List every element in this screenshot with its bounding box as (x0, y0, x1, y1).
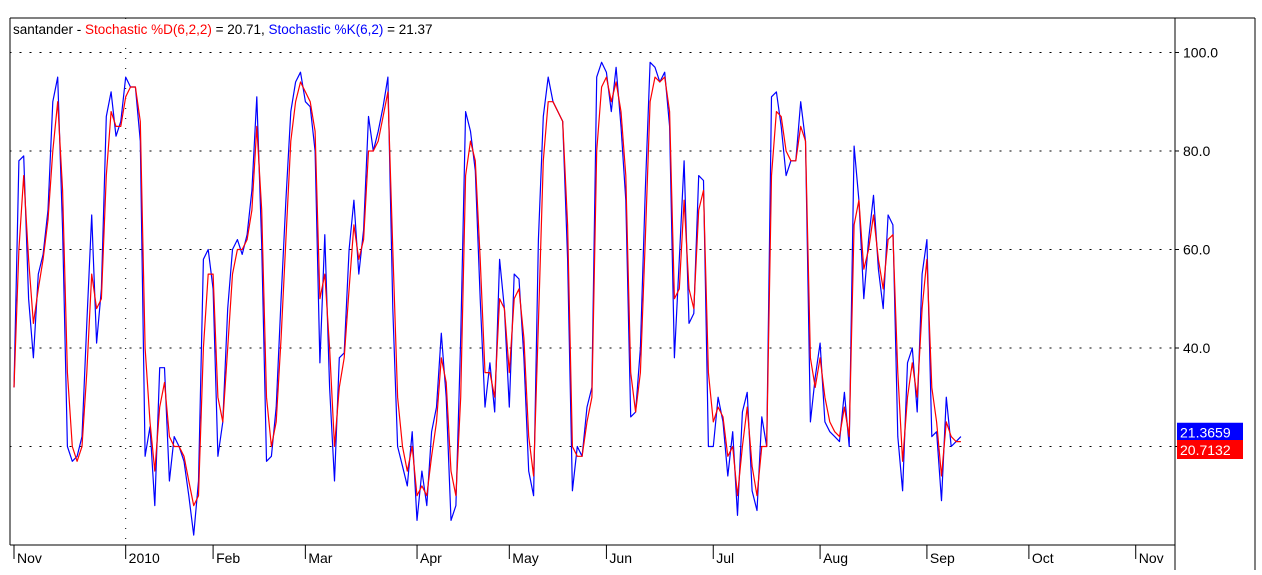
y-tick-label: 40.0 (1183, 340, 1210, 356)
legend-d-value: = 20.71, (212, 22, 269, 37)
x-tick-label: Feb (216, 550, 240, 566)
d-last-value-label: 20.7132 (1180, 442, 1231, 458)
k-last-value-label: 21.3659 (1180, 425, 1231, 441)
k-series-line (13, 61, 962, 536)
x-tick-label: May (512, 550, 538, 566)
legend-k-label: Stochastic %K(6,2) (269, 22, 384, 37)
y-tick-label: 100.0 (1183, 44, 1218, 60)
legend-background (11, 19, 511, 39)
x-tick-label: 2010 (129, 550, 160, 566)
y-tick-label: 60.0 (1183, 241, 1210, 257)
grid-layer (9, 18, 1176, 545)
legend-k-value: = 21.37 (383, 22, 432, 37)
legend-d-label: Stochastic %D(6,2,2) (85, 22, 212, 37)
x-tick-layer: Nov 2010 Feb Mar Apr May Jun Jul Aug Sep Oct Nov (13, 545, 1164, 566)
y-tick-label: 80.0 (1183, 143, 1210, 159)
x-tick-label: Jul (716, 550, 734, 566)
x-tick-label: Sep (930, 550, 955, 566)
x-tick-label: Nov (1139, 550, 1164, 566)
y-tick-layer: 100.080.060.040.020.0 (1175, 44, 1218, 454)
x-tick-label: Oct (1032, 550, 1054, 566)
d-last-value-badge (1177, 439, 1243, 459)
chart-legend: santander - Stochastic %D(6,2,2) = 20.71… (13, 22, 433, 37)
x-tick-label: Jun (609, 550, 632, 566)
series-layer (13, 61, 962, 536)
x-tick-label: Apr (420, 550, 442, 566)
legend-symbol: santander (13, 22, 74, 37)
x-tick-label: Aug (823, 550, 848, 566)
d-series-line (13, 76, 961, 507)
x-tick-label: Mar (308, 550, 332, 566)
x-tick-label: Nov (17, 550, 42, 566)
k-last-value-badge (1177, 422, 1243, 442)
legend-separator: - (73, 22, 85, 37)
